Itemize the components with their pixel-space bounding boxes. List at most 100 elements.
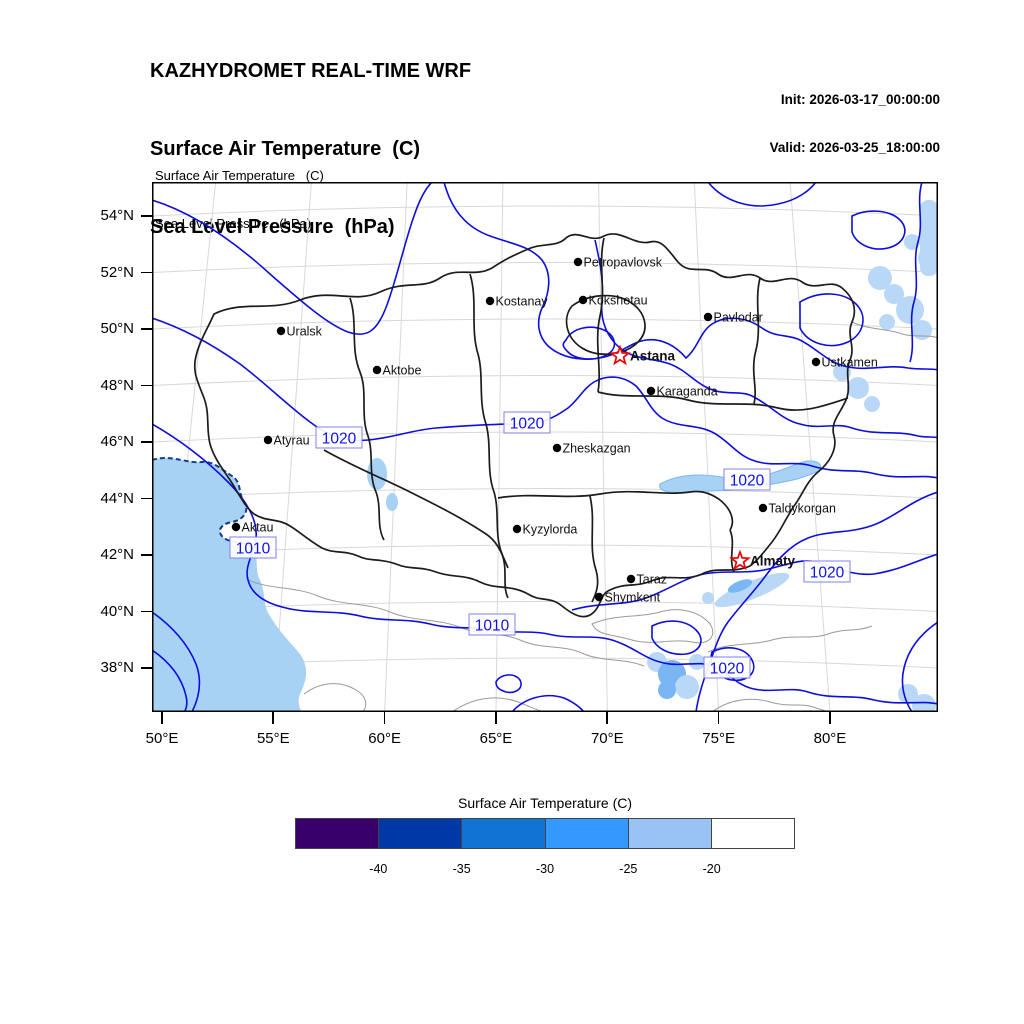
longitude-tick (494, 712, 497, 724)
latitude-tick (141, 610, 152, 613)
graticule-longitude (789, 182, 831, 712)
latitude-tick (141, 215, 152, 217)
pressure-label-box (503, 411, 551, 434)
pressure-label-value: 1020 (510, 416, 545, 433)
graticule-longitude (272, 182, 312, 712)
latitude-tick-label: 38°N (100, 659, 134, 676)
city-label: Zheskazgan (563, 442, 631, 456)
dot-marker-icon (573, 257, 583, 267)
longitude-tick-label: 55°E (256, 730, 290, 747)
longitude-tick (717, 712, 720, 724)
oblast-border (597, 391, 849, 411)
pressure-label-value: 1020 (730, 473, 765, 490)
city-ustkamen: Ustkamen (811, 356, 878, 370)
city-taraz: Taraz (626, 573, 667, 587)
city-label: Aktobe (383, 364, 422, 378)
init-time: Init: 2026-03-17_00:00:00 (780, 92, 940, 107)
graticule-longitude (384, 182, 408, 712)
pressure-label-box (468, 613, 516, 636)
graticule-latitude (152, 262, 938, 273)
dot-marker-icon (646, 386, 656, 396)
city-shymkent: Shymkent (594, 591, 661, 605)
colorbar-tick-label: -40 (369, 862, 388, 876)
oblast-border (469, 273, 509, 599)
graticule-latitude (152, 205, 938, 217)
graticule-latitude (152, 375, 938, 386)
colorbar-tick-label: -25 (619, 862, 638, 876)
colorbar-segment (379, 819, 463, 848)
dot-marker-icon (485, 296, 495, 306)
latitude-tick (141, 554, 152, 556)
latitude-tick-label: 48°N (100, 376, 134, 394)
city-aktobe: Aktobe (372, 364, 422, 378)
pressure-label-box (229, 536, 277, 559)
longitude-tick (161, 712, 163, 724)
pressure-label: 1020 (803, 560, 851, 583)
oblast-border (596, 237, 605, 393)
city-label: Kokshetau (589, 294, 648, 308)
oblast-border (497, 490, 734, 531)
dot-marker-icon (372, 365, 382, 375)
pressure-label-box (723, 468, 771, 491)
dot-marker-icon (626, 574, 636, 584)
oblast-border (323, 449, 509, 569)
city-astana: Astana (609, 344, 676, 366)
latitude-tick-label: 40°N (100, 602, 134, 620)
longitude-tick-label: 60°E (368, 730, 401, 747)
longitude-tick-label: 50°E (145, 730, 179, 747)
latitude-tick-label: 54°N (100, 207, 134, 224)
dot-marker-icon (758, 503, 768, 513)
longitude-tick (383, 712, 386, 724)
pressure-label-value: 1020 (710, 661, 745, 678)
panel-subtitle-line-2: Sea Level Pressure (hPa) (155, 216, 312, 231)
dot-marker-icon (594, 592, 604, 602)
country-outline (193, 233, 856, 618)
dot-marker-icon (512, 524, 522, 534)
city-atyrau: Atyrau (263, 434, 310, 448)
star-marker-icon (729, 549, 751, 571)
longitude-tick (828, 712, 831, 724)
pressure-label: 1010 (468, 613, 516, 636)
small-lake (386, 493, 398, 511)
valid-time: Valid: 2026-03-25_18:00:00 (769, 140, 940, 155)
latitude-tick (141, 497, 152, 500)
longitude-tick-label: 80°E (813, 730, 847, 747)
latitude-tick-label: 52°N (100, 263, 134, 281)
oblast-border (349, 297, 385, 541)
dot-marker-icon (231, 522, 241, 532)
dot-marker-icon (703, 312, 713, 322)
pressure-label-value: 1010 (475, 618, 510, 635)
city-label: Astana (630, 349, 676, 364)
longitude-tick-label: 75°E (702, 730, 735, 747)
city-taldykorgan: Taldykorgan (758, 502, 836, 516)
pressure-label: 1020 (703, 656, 751, 679)
latitude-tick-label: 44°N (100, 489, 134, 507)
oblast-border (752, 277, 761, 405)
city-markers: Petropavlovsk Kostanay Kokshetau Pavlodar Ur… (231, 256, 878, 605)
city-label: Karaganda (657, 385, 718, 399)
pressure-label-box (803, 560, 851, 583)
dot-marker-icon (552, 443, 562, 453)
star-marker-icon (609, 344, 631, 366)
dot-marker-icon (578, 295, 588, 305)
city-karaganda: Karaganda (646, 385, 718, 399)
city-label: Petropavlovsk (584, 256, 663, 270)
latitude-tick-label: 42°N (100, 546, 134, 563)
map-frame (152, 182, 938, 712)
panel-subtitle-line-1: Surface Air Temperature (C) (155, 168, 324, 183)
graticule-longitude (598, 182, 608, 712)
graticule-latitude (152, 318, 938, 330)
city-aktau: Aktau (231, 521, 274, 535)
latitude-tick (141, 667, 152, 669)
city-pavlodar: Pavlodar (703, 311, 763, 325)
latitude-tick-label: 50°N (100, 320, 134, 337)
pressure-label-value: 1020 (810, 565, 845, 582)
pressure-label: 1010 (229, 536, 277, 559)
city-label: Shymkent (605, 591, 661, 605)
city-label: Taldykorgan (769, 502, 836, 516)
title-line-2: Surface Air Temperature (C) (150, 138, 421, 160)
city-uralsk: Uralsk (276, 325, 323, 339)
dot-marker-icon (263, 435, 273, 445)
pressure-label-box (703, 656, 751, 679)
